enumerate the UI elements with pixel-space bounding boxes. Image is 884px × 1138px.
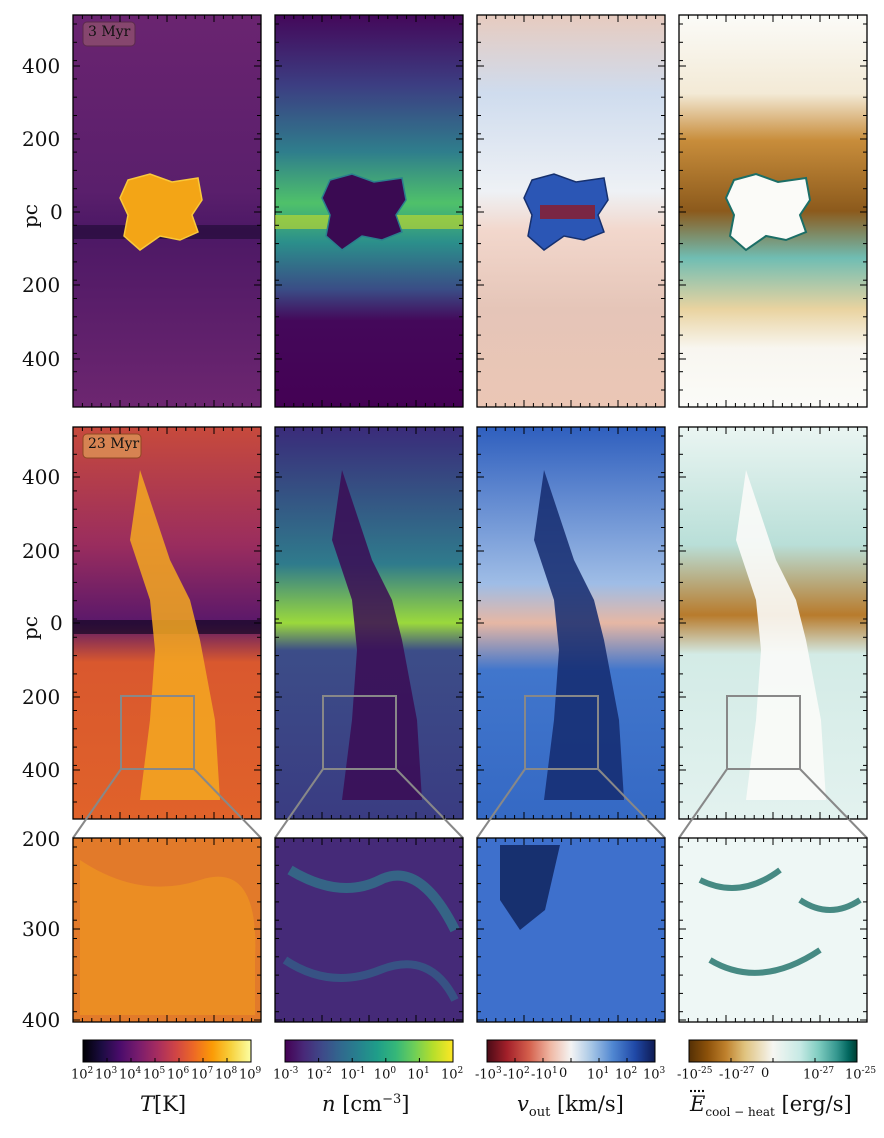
colorbar-title-velocity: vout [km/s] (517, 1092, 624, 1120)
panel-velocity-3myr (477, 15, 665, 407)
cb-unit-v: [km/s] (557, 1092, 624, 1116)
colorbar-tick-label: 0 (559, 1066, 567, 1081)
y-axis-label-top: pc (18, 204, 42, 228)
colorbar-title-temperature: T[K] (140, 1092, 186, 1116)
cb-sub-e: cool − heat (705, 1105, 775, 1119)
y-tick-mid-3: 200 (22, 685, 60, 709)
colorbar-tick-label: -10-25 (677, 1066, 712, 1082)
colorbar-tick-label: 10-25 (845, 1066, 876, 1082)
y-tick-top-1: 200 (22, 127, 60, 151)
colorbar-tick-label: 10-2 (307, 1066, 332, 1082)
cb-sub-v: out (529, 1105, 550, 1120)
panel-density-3myr (275, 15, 463, 407)
row-3myr (73, 15, 867, 407)
y-tick-top-4: 400 (22, 347, 60, 371)
y-tick-zoom-1: 300 (22, 917, 60, 941)
colorbar-tick-label: 100 (374, 1066, 396, 1082)
panel-density-zoom (275, 838, 463, 1022)
y-axis-label-mid: pc (18, 616, 42, 640)
cb-unit-T: [K] (154, 1092, 186, 1116)
colorbar-tick-label: 10-27 (803, 1066, 834, 1082)
row-zoom (73, 838, 867, 1022)
panel-temperature-23myr (73, 427, 261, 819)
cb-title-v: v (517, 1092, 529, 1116)
y-tick-top-3: 200 (22, 273, 60, 297)
y-tick-zoom-2: 400 (22, 1008, 60, 1032)
time-label-3myr: 3 Myr (88, 24, 130, 40)
y-tick-mid-0: 400 (22, 465, 60, 489)
panel-cooling-23myr (679, 427, 867, 819)
row-23myr (73, 427, 867, 819)
colorbar-tick-label: -103 (475, 1066, 502, 1082)
panel-temperature-3myr (73, 15, 261, 407)
panel-cooling-zoom (679, 838, 867, 1022)
colorbar-tick-label: 102 (615, 1066, 637, 1082)
colorbar-tick-label: 101 (587, 1066, 609, 1082)
y-tick-top-2: 0 (50, 200, 63, 224)
colorbar-tick-label: 101 (407, 1066, 429, 1082)
colorbar-tick-label: 102 (71, 1066, 93, 1082)
cb-title-n: n (322, 1092, 336, 1116)
colorbar-tick-label: 103 (643, 1066, 665, 1082)
colorbar-tick-label: 104 (119, 1066, 141, 1082)
panel-density-23myr (275, 427, 463, 819)
cb-title-T: T (140, 1092, 154, 1116)
panel-velocity-23myr (477, 427, 665, 819)
colorbar-tick-label: 103 (95, 1066, 117, 1082)
colorbar-tick-label: 0 (761, 1066, 769, 1081)
colorbar-tick-label: 109 (239, 1066, 261, 1082)
y-tick-mid-1: 200 (22, 539, 60, 563)
colorbar-tick-label: 10-3 (273, 1066, 298, 1082)
y-tick-zoom-0: 200 (22, 827, 60, 851)
time-label-23myr: 23 Myr (88, 436, 139, 452)
colorbar-tick-label: 106 (167, 1066, 189, 1082)
cb-unit-n-exp: −3 (382, 1092, 401, 1107)
y-tick-mid-4: 400 (22, 758, 60, 782)
panel-cooling-3myr (679, 15, 867, 407)
colorbar-tick-label: -101 (531, 1066, 558, 1082)
cb-unit-e: [erg/s] (782, 1092, 852, 1116)
colorbar-tick-label: 108 (215, 1066, 237, 1082)
colorbar-tick-label: 105 (143, 1066, 165, 1082)
colorbar-tick-label: -102 (503, 1066, 530, 1082)
colorbar-title-cooling: Ecool − heat [erg/s] (690, 1092, 852, 1119)
colorbar-tick-label: 10-1 (340, 1066, 365, 1082)
colorbar-tick-label: -10-27 (719, 1066, 754, 1082)
colorbar-density (285, 1040, 453, 1062)
colorbar-tick-label: 102 (441, 1066, 463, 1082)
cb-title-e: E (690, 1092, 705, 1116)
colorbar-tick-label: 107 (191, 1066, 213, 1082)
cb-unit-n: [cm (342, 1092, 382, 1116)
cb-unit-n-end: ] (401, 1092, 409, 1116)
y-tick-mid-2: 0 (50, 611, 63, 635)
y-tick-top-0: 400 (22, 54, 60, 78)
colorbar-title-density: n [cm−3] (322, 1092, 409, 1116)
colorbar-temperature (83, 1040, 251, 1062)
colorbars (83, 1040, 857, 1062)
